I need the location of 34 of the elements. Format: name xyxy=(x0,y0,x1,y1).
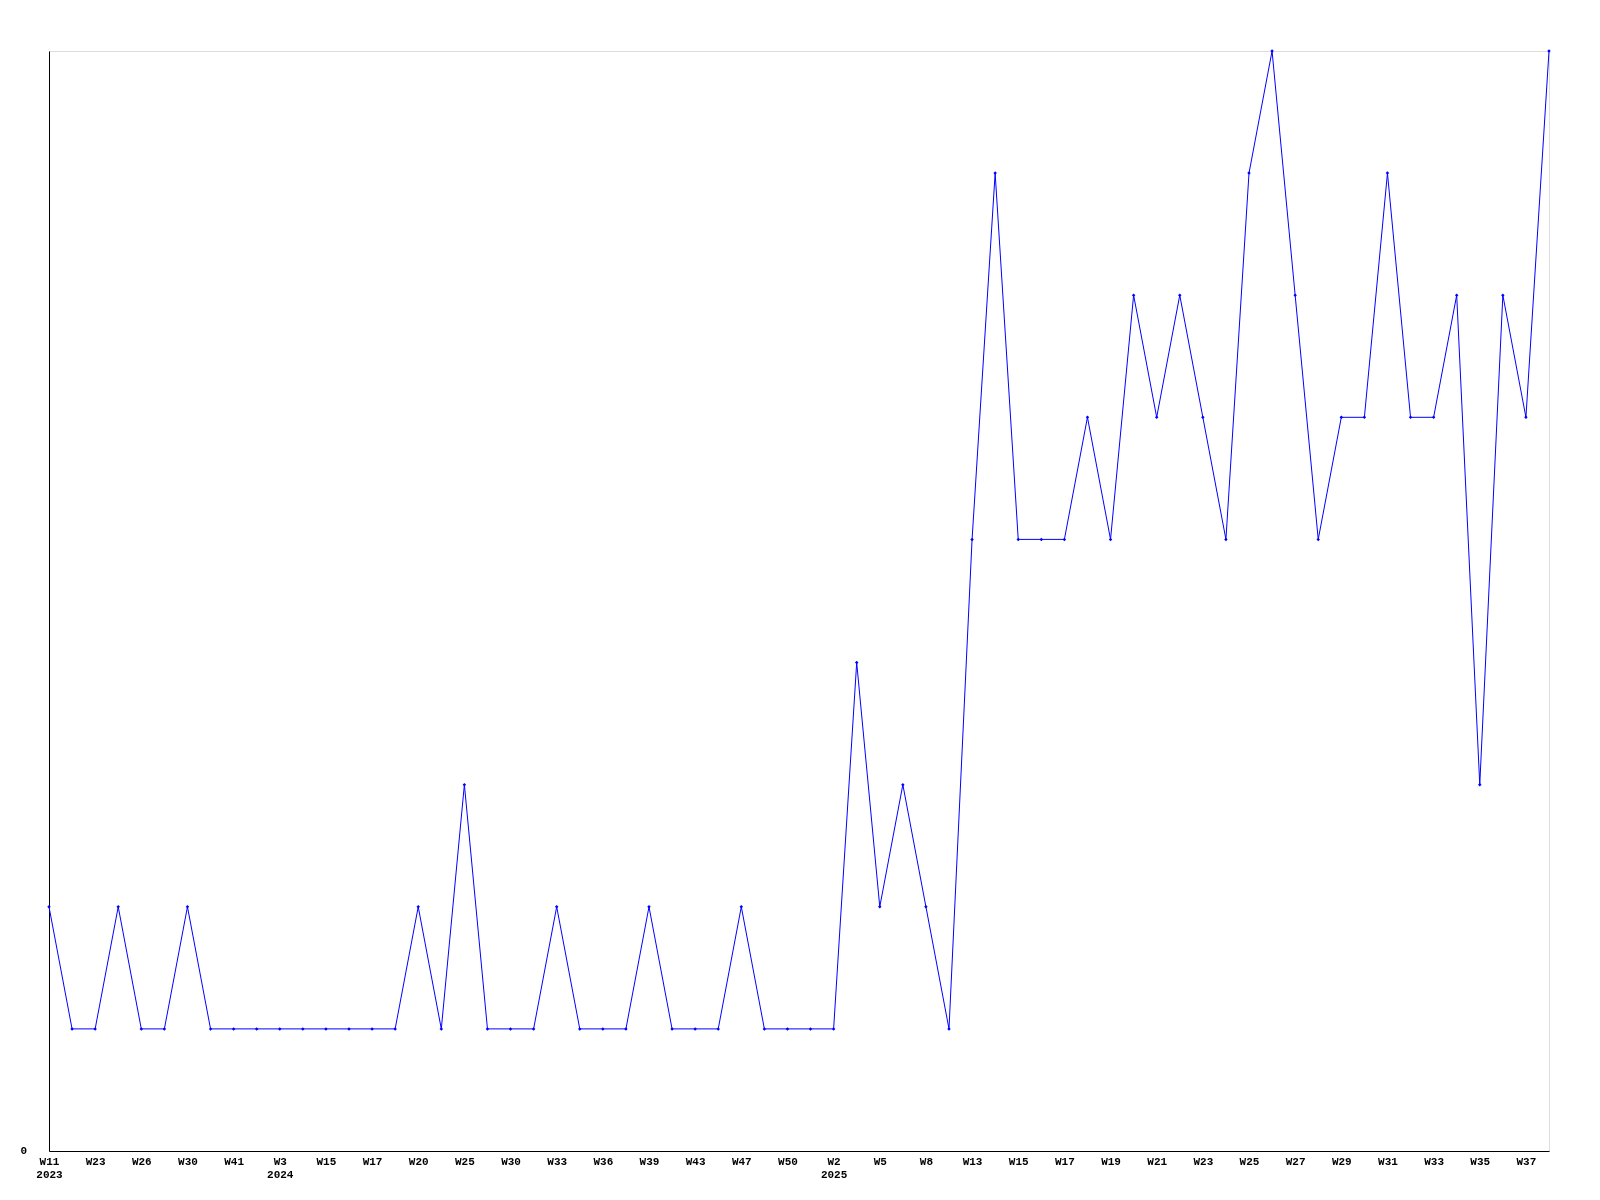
text: 0 xyxy=(20,1145,27,1157)
x-tick-label: W47 xyxy=(731,1155,752,1168)
x-tick-label: W37 xyxy=(1516,1155,1537,1168)
x-tick-label: W27 xyxy=(1285,1155,1306,1168)
x-tick-label: W21 xyxy=(1147,1155,1168,1168)
x-tick-label: W13 xyxy=(962,1155,983,1168)
x-tick-label: W35 xyxy=(1470,1155,1491,1168)
x-tick-label: W39 xyxy=(639,1155,660,1168)
x-tick-label: W41 xyxy=(224,1155,245,1168)
x-tick-label: W25 xyxy=(1239,1155,1260,1168)
x-tick-label: W19 xyxy=(1101,1155,1121,1168)
x-tick-label: W15 xyxy=(1008,1155,1030,1168)
x-tick-label: W43 xyxy=(685,1155,706,1168)
x-tick-label: W23 xyxy=(1193,1155,1214,1168)
x-tick-label: W33 xyxy=(1424,1155,1445,1168)
x-tick-label: W15 xyxy=(316,1155,337,1168)
x-tick-label: W33 xyxy=(547,1155,568,1168)
x-tick-label: W20 xyxy=(408,1155,429,1168)
x-tick-label: W17 xyxy=(1054,1155,1075,1168)
x-tick-label: W36 xyxy=(593,1155,614,1168)
x-tick-label: W26 xyxy=(131,1155,152,1168)
x-tick-label: W25 xyxy=(454,1155,476,1168)
x-tick-label: W2 2025 xyxy=(820,1155,848,1181)
x-tick-label: W3 2024 xyxy=(267,1155,294,1181)
x-tick-label: W5 xyxy=(873,1155,888,1168)
x-tick-label: W8 xyxy=(919,1155,934,1168)
x-tick-label: W31 xyxy=(1378,1155,1399,1168)
x-tick-label: W50 xyxy=(778,1155,798,1168)
x-tick-label: W17 xyxy=(362,1155,383,1168)
x-tick-label: W29 xyxy=(1331,1155,1352,1168)
x-tick-label: W23 xyxy=(85,1155,106,1168)
x-tick-label: W11 2023 xyxy=(36,1155,64,1181)
x-tick-label: W30 xyxy=(178,1155,198,1168)
x-tick-label: W30 xyxy=(501,1155,521,1168)
